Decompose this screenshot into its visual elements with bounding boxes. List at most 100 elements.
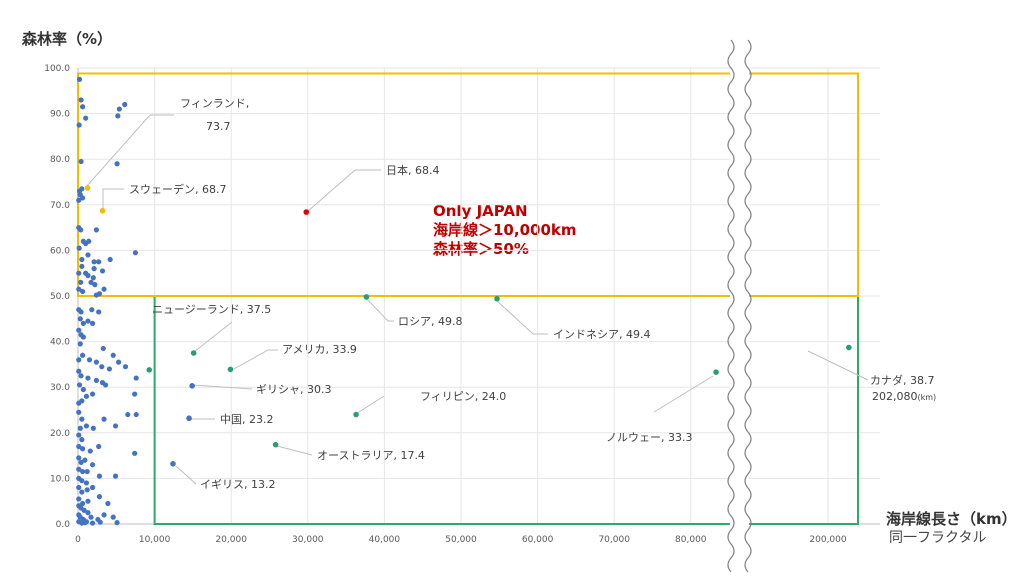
leader-line [102,188,124,210]
data-point [77,425,83,431]
data-point [132,450,138,456]
data-point [79,186,85,192]
data-point [112,473,119,479]
data-point [78,309,84,315]
x-axis-title: 海岸線長さ（km） [886,510,1017,528]
annotation-line-3: 森林率＞50% [433,240,529,258]
data-point [101,512,107,518]
data-point [79,468,86,475]
data-point-labeled [846,344,852,351]
data-point [76,122,82,128]
data-label-unit: (km) [918,393,937,402]
data-label: スウェーデン, 68.7 [129,182,227,196]
data-point [88,514,94,520]
data-point [96,494,103,500]
leader-line [175,465,197,485]
y-tick-label: 60.0 [50,246,70,256]
data-point [76,443,82,450]
annotation-line-1: Only JAPAN [433,202,528,220]
data-point [100,345,106,352]
data-point [116,106,122,112]
data-point [86,357,93,363]
data-point [76,245,82,251]
data-point [114,520,120,526]
data-point [89,391,96,397]
data-label: アメリカ, 33.9 [282,343,357,356]
data-point [85,318,91,324]
data-point [99,268,106,274]
data-point [76,409,82,415]
data-point [79,256,85,263]
data-point [76,270,82,276]
data-point [81,507,87,513]
data-point [87,448,93,454]
data-point [79,437,85,443]
annotation-line-2: 海岸線＞10,000km [433,221,577,239]
leader-line [306,169,381,213]
x-tick-label: 80,000 [675,535,707,545]
data-point [106,366,113,372]
data-point [102,382,109,388]
leader-line [193,321,233,353]
data-point [79,489,85,495]
leader-line [233,349,278,370]
data-point-labeled [84,185,91,191]
data-point [76,327,82,333]
data-point [80,320,86,326]
data-point [83,115,89,121]
data-point [97,519,103,525]
data-point [99,364,105,370]
data-point [96,443,102,450]
data-point [115,359,122,365]
y-tick-label: 10.0 [50,474,70,484]
data-point [79,263,85,269]
x-tick-label: 0 [75,535,81,545]
data-label: ノルウェー, 33.3 [606,431,693,444]
x-tick-label: 70,000 [598,535,630,545]
data-point [79,195,86,201]
data-point [83,393,90,399]
x-tick-label: 60,000 [522,535,554,545]
data-point [83,423,90,429]
data-point-labeled [190,350,197,356]
data-point [76,76,83,82]
data-point [110,514,116,520]
data-point [76,357,82,363]
data-label: オーストラリア, 17.4 [317,449,425,462]
data-point [93,227,99,233]
data-label: インドネシア, 49.4 [553,328,651,341]
y-tick-label: 40.0 [50,338,70,348]
y-tick-label: 0.0 [56,520,71,530]
data-point [83,480,90,486]
data-point [78,373,84,379]
data-point [93,377,99,383]
data-point [82,520,88,526]
leader-line [85,114,174,188]
data-point-labeled [227,366,234,373]
data-label: ニュージーランド, 37.5 [152,303,271,316]
leader-line [807,350,869,381]
x-tick-label: 10,000 [139,535,171,545]
data-point-labeled [272,441,279,448]
data-point [78,97,84,103]
data-point [91,259,97,265]
yellow-region-box [77,72,859,297]
data-label-line2: 73.7 [206,120,231,133]
data-point [82,457,88,463]
japan-annotation: Only JAPAN 海岸線＞10,000km 森林率＞50% [433,202,577,259]
data-point [79,416,85,422]
data-point [133,411,139,418]
data-point [101,416,107,422]
data-point [79,398,85,404]
data-point [79,500,86,507]
data-point-labeled [713,369,719,375]
y-tick-label: 30.0 [50,383,70,393]
data-point [107,256,113,263]
y-tick-label: 90.0 [50,110,70,120]
data-point [92,282,98,288]
data-point [76,484,82,491]
x-axis-subtitle: 同一フラクタル [889,530,987,546]
data-point [79,288,86,295]
data-point [89,462,96,468]
